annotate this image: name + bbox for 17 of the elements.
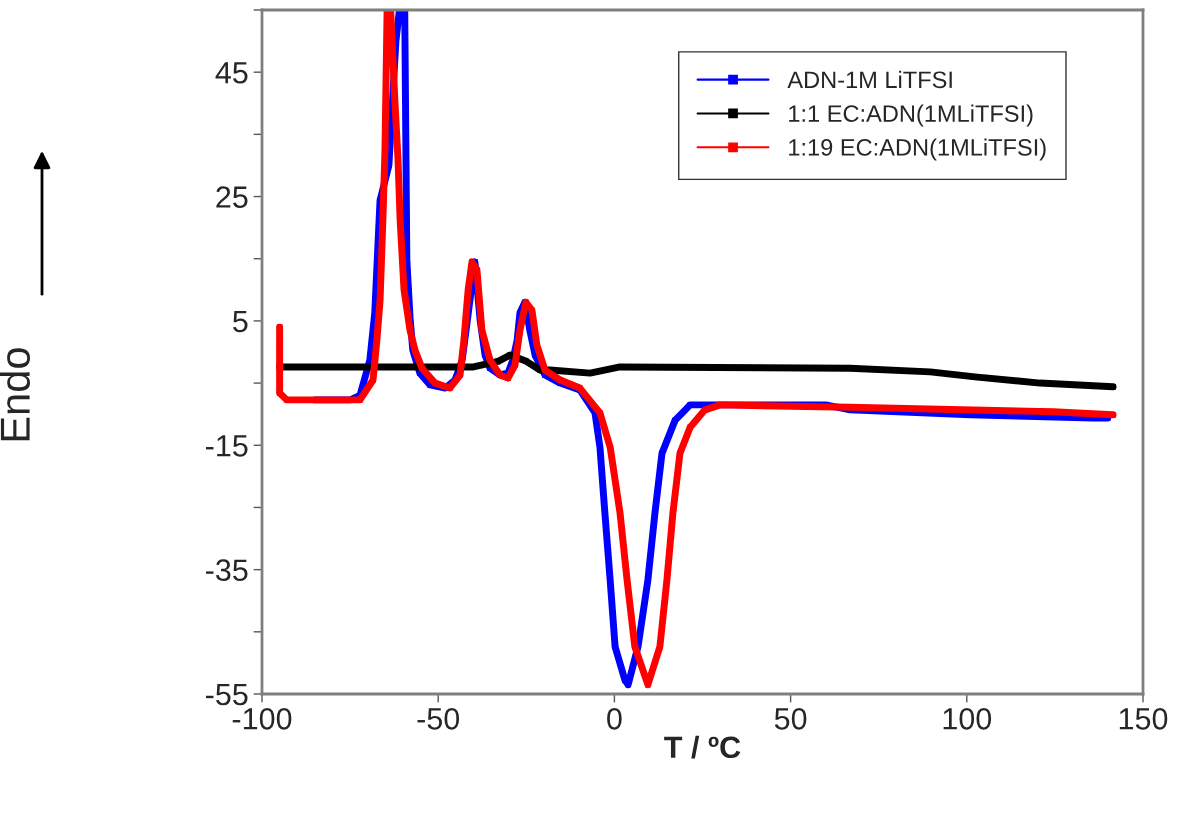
legend-label: 1:19 EC:ADN(1MLiTFSI) (789, 138, 1046, 161)
legend-label: ADN-1M LiTFSI (787, 70, 952, 89)
x-tick-label: 100 (943, 708, 992, 730)
y-tick-label: 5 (233, 310, 248, 333)
legend-label: 1:1 EC:ADN(1MLiTFSI) (789, 104, 1033, 127)
y-tick-label: -35 (206, 559, 248, 582)
y-tick-label: -55 (206, 684, 248, 706)
y-axis-title: Endo (0, 348, 30, 441)
x-axis-title: T / ºC (664, 735, 741, 759)
x-tick-label: -100 (232, 708, 292, 730)
x-tick-label: 150 (1119, 708, 1168, 730)
x-tick-label: 50 (774, 708, 807, 730)
y-tick-label: 25 (216, 186, 248, 208)
x-tick-label: 0 (607, 708, 622, 730)
x-tick-label: -50 (417, 708, 460, 730)
y-tick-label: -15 (206, 435, 248, 457)
y-tick-label: 45 (215, 62, 248, 84)
